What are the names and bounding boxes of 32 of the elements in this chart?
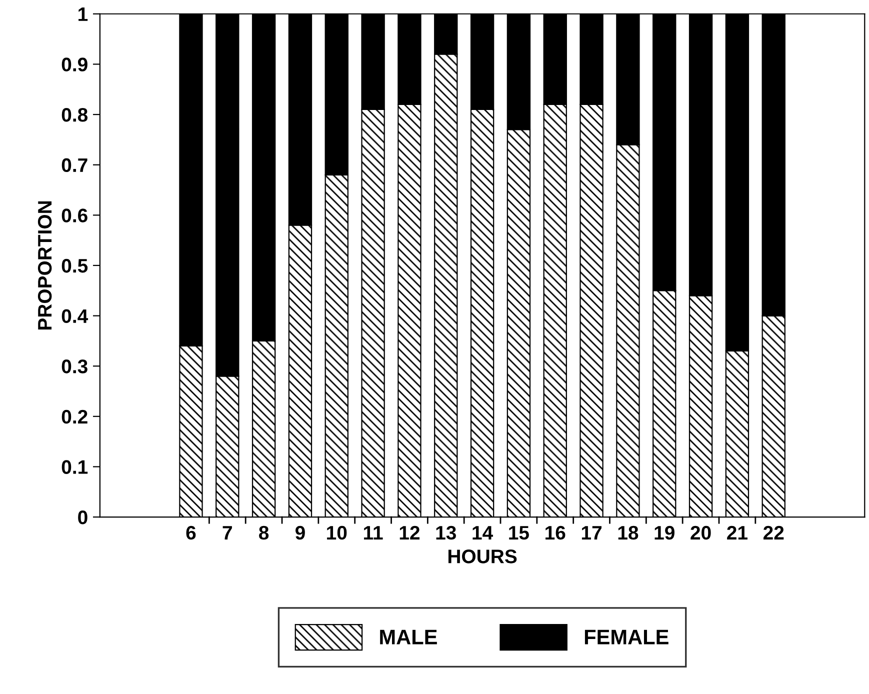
x-tick-label: 19 (654, 526, 674, 540)
x-tick-label: 16 (546, 526, 566, 540)
x-tick-label: 20 (690, 526, 711, 540)
legend-label: MALE (380, 630, 437, 644)
x-tick-label: 18 (618, 526, 638, 540)
x-tick-label: 6 (186, 526, 196, 540)
y-tick-label: 0.7 (62, 158, 88, 172)
x-tick-label: 8 (259, 526, 269, 540)
x-tick-label: 9 (295, 526, 305, 540)
legend-label: FEMALE (584, 630, 668, 644)
x-tick-label: 7 (222, 526, 232, 540)
y-tick-label: 0.5 (62, 258, 88, 273)
x-tick-label: 22 (763, 526, 784, 540)
y-tick-label: 1 (78, 8, 88, 21)
x-tick-label: 11 (364, 526, 383, 540)
y-tick-label: 0.4 (62, 309, 88, 324)
y-tick-label: 0.8 (62, 108, 88, 122)
x-tick-label: 17 (582, 526, 602, 540)
x-tick-label: 10 (327, 526, 347, 540)
y-tick-label: 0.6 (62, 208, 88, 222)
y-tick-label: 0.3 (62, 360, 88, 374)
y-axis-title: PROPORTION (38, 201, 52, 330)
x-axis-title: HOURS (448, 550, 517, 564)
x-tick-label: 21 (727, 526, 748, 540)
x-tick-label: 12 (400, 526, 420, 540)
y-tick-label: 0.2 (62, 410, 88, 424)
x-tick-label: 14 (472, 526, 494, 540)
y-tick-label: 0.1 (62, 460, 88, 474)
y-tick-label: 0 (78, 510, 88, 524)
x-tick-label: 13 (436, 526, 456, 540)
y-tick-label: 0.9 (62, 58, 88, 72)
x-tick-label: 15 (509, 526, 529, 540)
